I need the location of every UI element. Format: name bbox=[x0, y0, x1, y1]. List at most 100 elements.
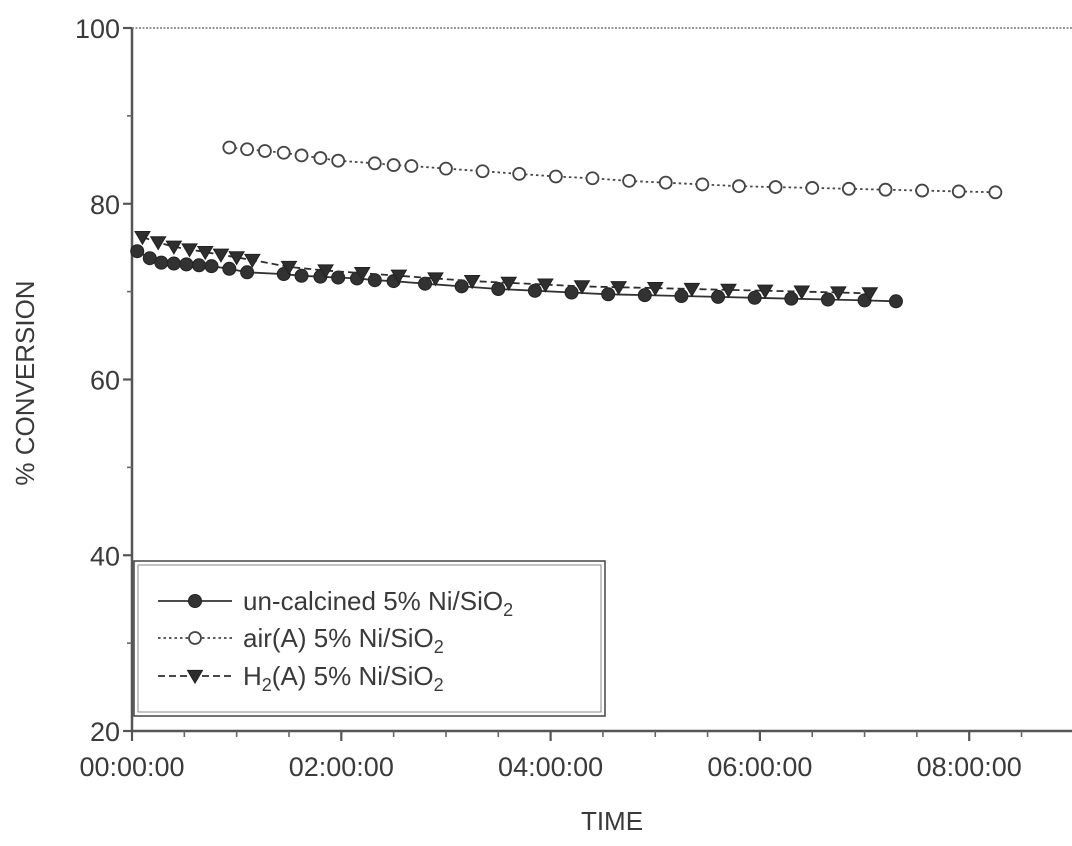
data-point bbox=[793, 285, 811, 300]
data-point bbox=[294, 148, 309, 163]
data-point bbox=[313, 151, 328, 165]
data-point bbox=[861, 287, 879, 302]
series-group bbox=[130, 244, 903, 309]
x-tick-label: 06:00:00 bbox=[707, 752, 812, 782]
data-point bbox=[331, 270, 346, 285]
data-point bbox=[784, 291, 799, 306]
legend-label-text: (A) 5% Ni/SiO bbox=[272, 661, 434, 691]
data-point bbox=[915, 183, 930, 198]
data-point bbox=[878, 182, 893, 197]
data-point bbox=[454, 279, 469, 294]
data-point bbox=[805, 181, 820, 195]
data-point bbox=[820, 292, 835, 307]
data-point bbox=[695, 177, 710, 192]
data-point bbox=[841, 181, 856, 196]
data-point bbox=[830, 286, 847, 301]
series-line bbox=[229, 146, 996, 194]
data-point bbox=[404, 159, 419, 173]
data-point bbox=[240, 142, 255, 157]
series-layer bbox=[130, 140, 1003, 309]
data-point bbox=[222, 261, 237, 276]
x-tick-label: 08:00:00 bbox=[917, 752, 1022, 782]
data-point bbox=[331, 153, 346, 168]
legend-label: un-calcined 5% Ni/SiO2 bbox=[243, 586, 513, 620]
data-point bbox=[353, 267, 371, 282]
x-tick-label: 02:00:00 bbox=[289, 752, 394, 782]
data-point bbox=[601, 287, 616, 302]
data-point bbox=[988, 185, 1003, 200]
data-point bbox=[756, 284, 774, 299]
legend-entry: air(A) 5% Ni/SiO2 bbox=[158, 623, 444, 657]
legend-box-inner bbox=[137, 564, 602, 713]
data-point bbox=[439, 161, 453, 176]
y-axis-title: % CONVERSION bbox=[10, 280, 40, 485]
data-point bbox=[711, 289, 726, 304]
x-tick-label: 04:00:00 bbox=[498, 752, 603, 782]
data-point bbox=[747, 290, 762, 305]
legend-entry: un-calcined 5% Ni/SiO2 bbox=[158, 586, 513, 620]
legend-marker bbox=[186, 669, 204, 685]
y-axis-ticks bbox=[123, 26, 132, 733]
legend-label: air(A) 5% Ni/SiO2 bbox=[243, 623, 444, 657]
y-tick-label: 100 bbox=[75, 14, 120, 44]
data-point bbox=[622, 174, 636, 188]
legend-label-subscript: 2 bbox=[262, 675, 272, 695]
data-point bbox=[573, 280, 591, 295]
y-tick-label: 80 bbox=[90, 190, 120, 220]
data-point bbox=[683, 282, 701, 298]
data-point bbox=[166, 256, 181, 271]
legend-label-subscript: 2 bbox=[434, 675, 444, 695]
legend-marker bbox=[188, 594, 202, 608]
data-point bbox=[585, 171, 600, 186]
y-tick-label: 20 bbox=[90, 717, 120, 747]
data-point bbox=[204, 259, 219, 274]
data-point bbox=[491, 281, 506, 296]
y-axis-tick-labels: 20 40 60 80 100 bbox=[75, 14, 120, 747]
data-point bbox=[191, 258, 206, 273]
data-point bbox=[258, 144, 272, 158]
data-point bbox=[888, 294, 903, 309]
data-point bbox=[548, 169, 563, 184]
data-point bbox=[386, 158, 401, 172]
legend-marker bbox=[188, 631, 202, 645]
legend-label-subscript: 2 bbox=[434, 637, 444, 657]
data-point bbox=[646, 281, 664, 297]
data-point bbox=[367, 156, 382, 171]
x-axis-title: TIME bbox=[581, 806, 643, 836]
data-point bbox=[130, 244, 145, 259]
data-point bbox=[768, 180, 783, 194]
data-point bbox=[181, 243, 198, 258]
data-point bbox=[418, 276, 433, 291]
data-point bbox=[240, 265, 255, 280]
data-point bbox=[527, 283, 542, 298]
data-point bbox=[536, 278, 554, 293]
data-point bbox=[134, 231, 151, 246]
legend-label-subscript: 2 bbox=[503, 600, 513, 620]
data-point bbox=[212, 248, 230, 263]
x-tick-label: 00:00:00 bbox=[79, 752, 184, 782]
data-point bbox=[475, 164, 490, 179]
data-point bbox=[228, 251, 246, 266]
data-point bbox=[317, 264, 334, 279]
data-point bbox=[294, 268, 309, 283]
data-point bbox=[500, 276, 518, 291]
data-point bbox=[610, 281, 628, 296]
legend-label-text: air(A) 5% Ni/SiO bbox=[243, 623, 434, 653]
data-point bbox=[658, 175, 673, 190]
data-point bbox=[196, 245, 214, 261]
data-point bbox=[165, 240, 183, 255]
data-point bbox=[243, 253, 261, 269]
data-point bbox=[222, 140, 237, 155]
data-point bbox=[276, 145, 291, 160]
data-point bbox=[154, 255, 169, 270]
data-point bbox=[564, 285, 579, 300]
x-axis-ticks bbox=[130, 731, 1023, 741]
data-point bbox=[637, 288, 652, 303]
data-point bbox=[951, 184, 966, 199]
data-point bbox=[512, 166, 527, 181]
legend-label: H2(A) 5% Ni/SiO2 bbox=[243, 661, 444, 695]
